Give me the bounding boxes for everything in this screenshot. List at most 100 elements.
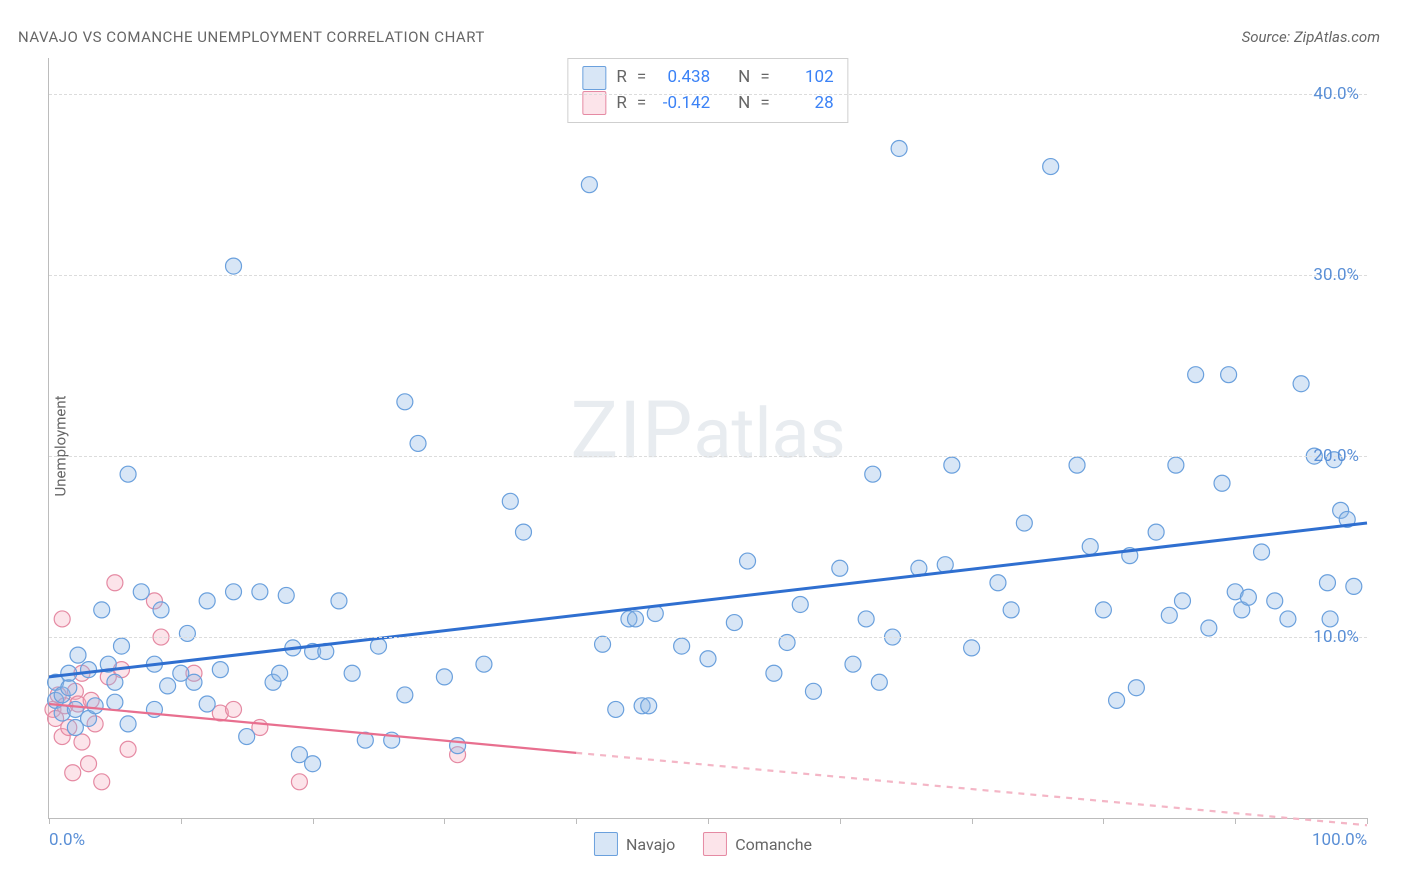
data-point <box>990 575 1006 591</box>
data-point <box>1267 593 1283 609</box>
source-label: Source: ZipAtlas.com <box>1242 28 1380 46</box>
bottom-legend: Navajo Comanche <box>594 832 812 856</box>
data-point <box>120 716 136 732</box>
data-point <box>1322 611 1338 627</box>
data-point <box>1161 607 1177 623</box>
x-tick <box>444 818 445 824</box>
data-point <box>1346 578 1362 594</box>
data-point <box>1095 602 1111 618</box>
data-point <box>1128 680 1144 696</box>
x-tick <box>1235 818 1236 824</box>
gridline <box>49 275 1367 276</box>
legend-item-navajo: Navajo <box>594 832 675 856</box>
gridline <box>49 456 1367 457</box>
data-point <box>891 140 907 156</box>
data-point <box>871 674 887 690</box>
x-tick <box>181 818 182 824</box>
data-point <box>1214 475 1230 491</box>
data-point <box>805 683 821 699</box>
y-tick-label: 30.0% <box>1313 265 1359 285</box>
data-point <box>252 584 268 600</box>
x-tick <box>313 818 314 824</box>
data-point <box>278 587 294 603</box>
swatch-navajo <box>582 66 606 90</box>
data-point <box>964 640 980 656</box>
data-point <box>1280 611 1296 627</box>
data-point <box>1188 367 1204 383</box>
x-tick <box>1367 818 1368 824</box>
data-point <box>1201 620 1217 636</box>
data-point <box>133 584 149 600</box>
data-point <box>858 611 874 627</box>
data-point <box>120 466 136 482</box>
data-point <box>1319 575 1335 591</box>
plot-area: ZIPatlas R = 0.438 N = 102 R = -0.142 N … <box>48 58 1367 819</box>
legend-item-comanche: Comanche <box>703 832 812 856</box>
legend-label-comanche: Comanche <box>735 835 812 854</box>
data-point <box>81 662 97 678</box>
stat-N-value-a: 102 <box>780 65 834 91</box>
data-point <box>397 687 413 703</box>
data-point <box>65 765 81 781</box>
data-point <box>515 524 531 540</box>
data-point <box>397 394 413 410</box>
stats-legend-box: R = 0.438 N = 102 R = -0.142 N = 28 <box>567 58 848 123</box>
data-point <box>1240 589 1256 605</box>
data-point <box>944 457 960 473</box>
data-point <box>1221 367 1237 383</box>
data-point <box>436 669 452 685</box>
scatter-svg <box>49 58 1367 818</box>
data-point <box>199 696 215 712</box>
data-point <box>1082 539 1098 555</box>
y-tick-label: 40.0% <box>1313 84 1359 104</box>
data-point <box>865 466 881 482</box>
data-point <box>845 656 861 672</box>
y-tick-label: 10.0% <box>1313 627 1359 647</box>
data-point <box>766 665 782 681</box>
data-point <box>1016 515 1032 531</box>
data-point <box>832 560 848 576</box>
data-point <box>107 674 123 690</box>
data-point <box>226 701 242 717</box>
data-point <box>113 638 129 654</box>
data-point <box>120 741 136 757</box>
gridline <box>49 94 1367 95</box>
stats-row-navajo: R = 0.438 N = 102 <box>582 65 833 91</box>
x-tick <box>576 818 577 824</box>
data-point <box>61 680 77 696</box>
data-point <box>160 678 176 694</box>
x-tick <box>972 818 973 824</box>
data-point <box>792 596 808 612</box>
data-point <box>502 493 518 509</box>
data-point <box>1043 159 1059 175</box>
data-point <box>581 177 597 193</box>
data-point <box>87 698 103 714</box>
data-point <box>608 701 624 717</box>
data-point <box>226 258 242 274</box>
data-point <box>700 651 716 667</box>
data-point <box>628 611 644 627</box>
trend-line <box>576 753 1367 825</box>
data-point <box>726 615 742 631</box>
data-point <box>641 698 657 714</box>
data-point <box>740 553 756 569</box>
data-point <box>272 665 288 681</box>
gridline <box>49 637 1367 638</box>
data-point <box>1069 457 1085 473</box>
x-tick <box>708 818 709 824</box>
data-point <box>1293 376 1309 392</box>
data-point <box>226 584 242 600</box>
legend-swatch-navajo <box>594 832 618 856</box>
data-point <box>1148 524 1164 540</box>
x-tick-label: 100.0% <box>1312 830 1367 850</box>
data-point <box>674 638 690 654</box>
data-point <box>1109 692 1125 708</box>
x-tick-label: 0.0% <box>49 830 85 850</box>
stat-R-label-a: R <box>616 65 626 91</box>
data-point <box>107 694 123 710</box>
data-point <box>1003 602 1019 618</box>
data-point <box>186 674 202 690</box>
data-point <box>153 602 169 618</box>
data-point <box>595 636 611 652</box>
data-point <box>212 662 228 678</box>
